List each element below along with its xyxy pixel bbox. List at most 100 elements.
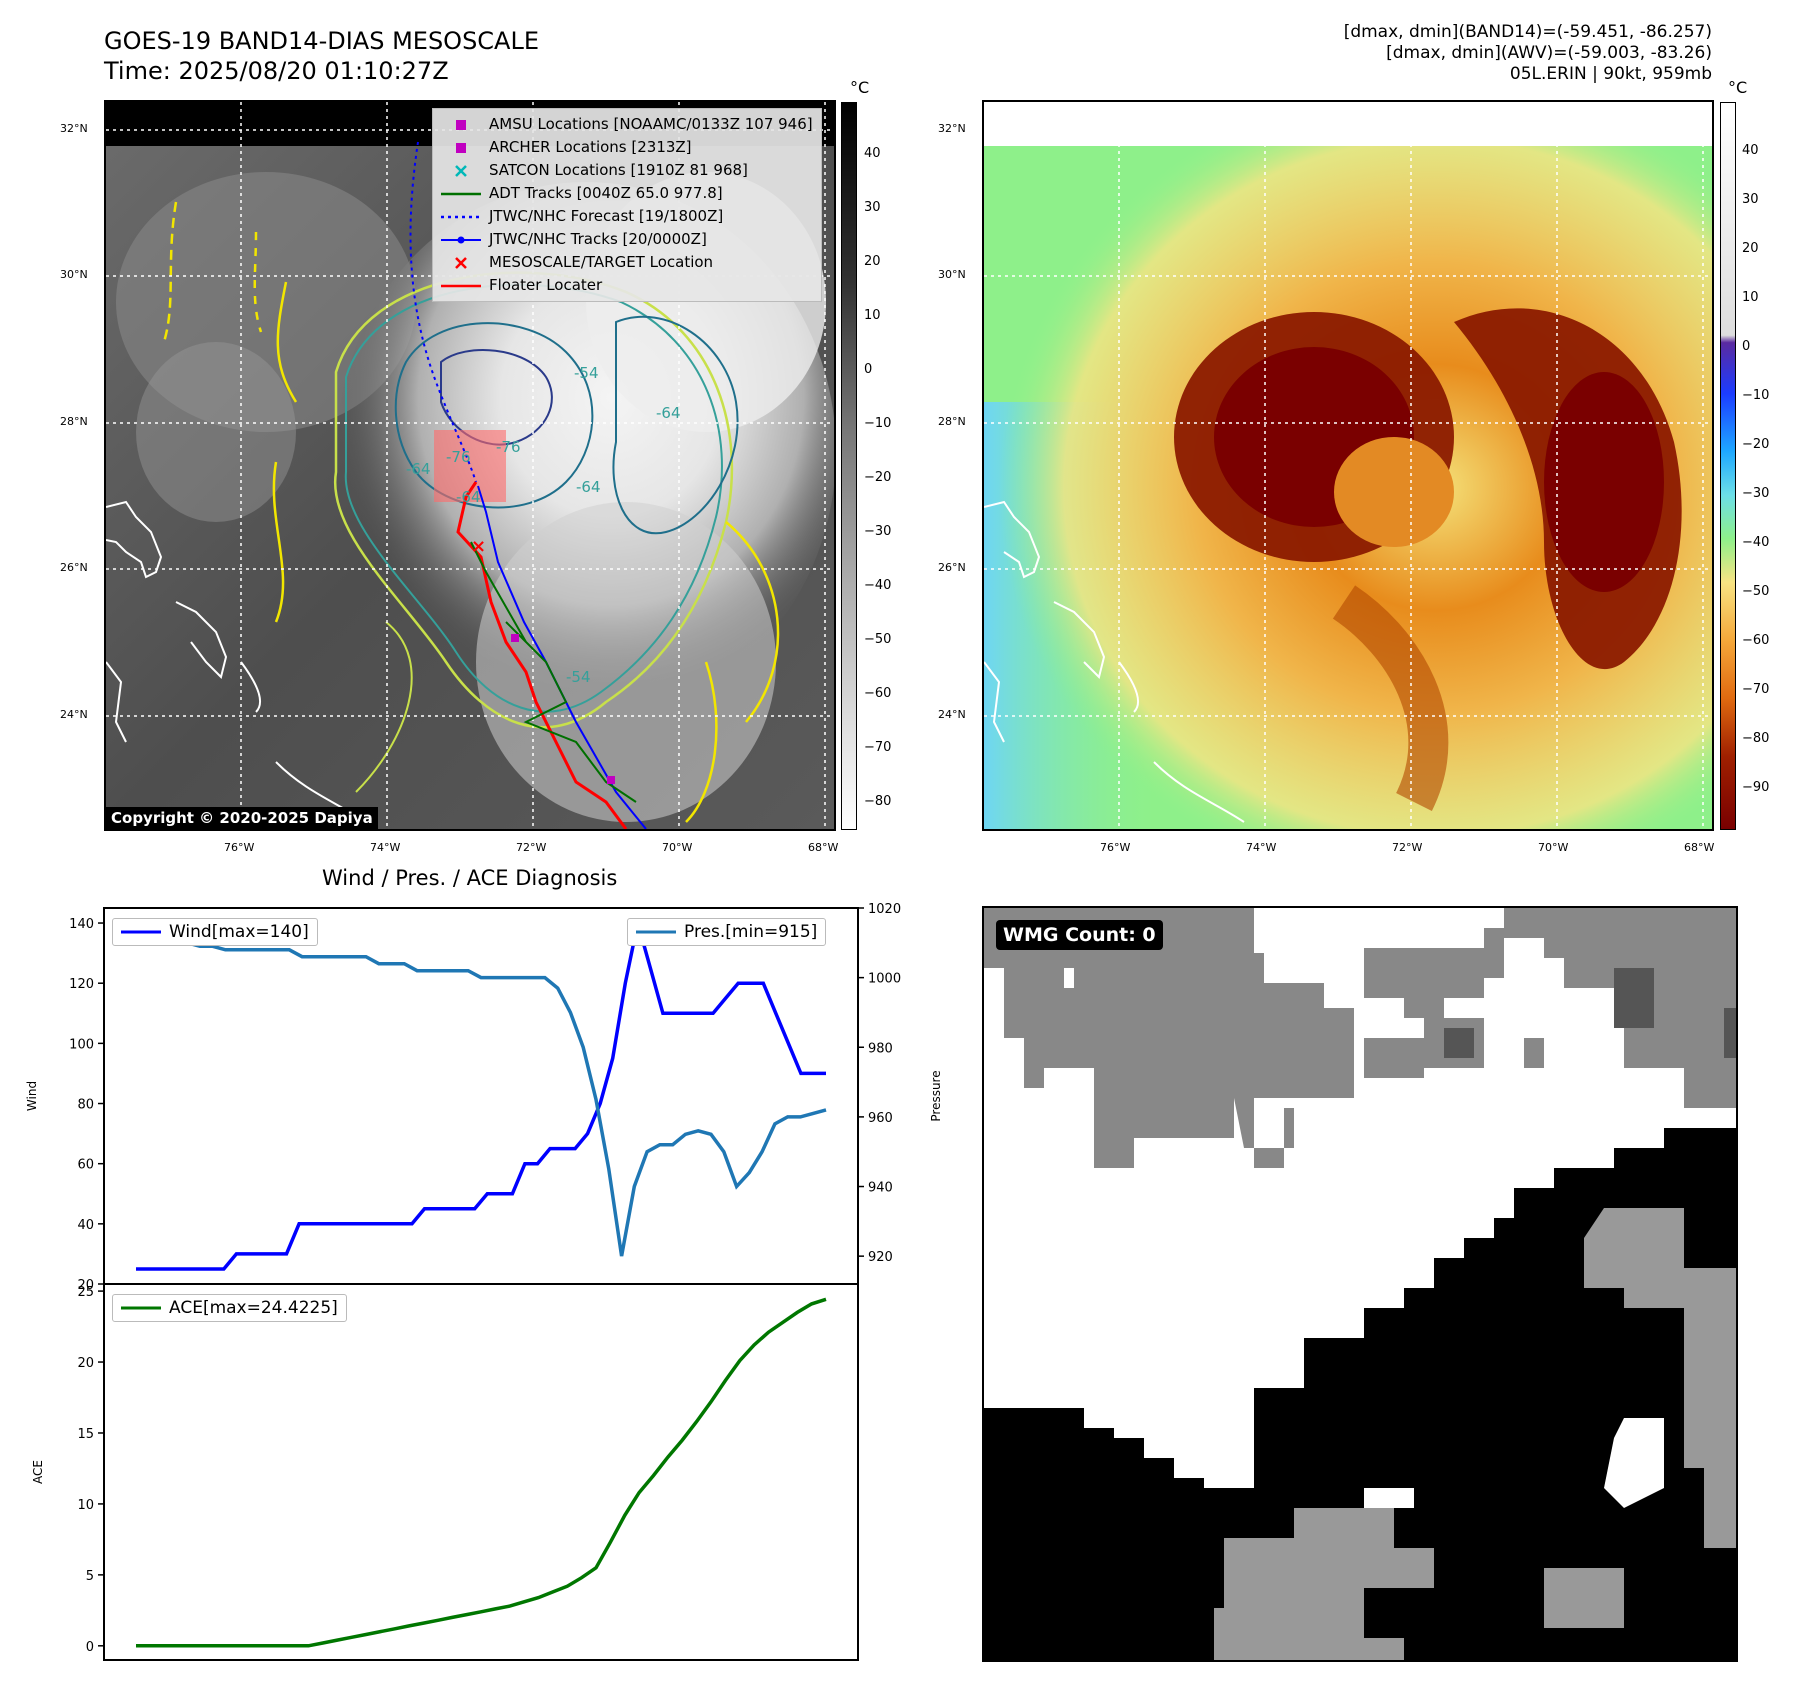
ace-series-line: [136, 1297, 827, 1648]
lon-label: 76°W: [1100, 841, 1131, 854]
floater-track: [456, 481, 628, 829]
svg-text:-64: -64: [406, 460, 431, 478]
wv-colorbar-unit: °C: [1728, 78, 1748, 97]
info-line-3: 05L.ERIN | 90kt, 959mb: [1509, 64, 1712, 84]
pressure-tick-label: 1000: [868, 972, 901, 987]
legend-item-adt: ADT Tracks [0040Z 65.0 977.8]: [441, 182, 813, 205]
square-marker-icon: [441, 117, 481, 133]
wind-tick-label: 140: [69, 917, 94, 932]
info-block: [dmax, dmin](BAND14)=(-59.451, -86.257) …: [1344, 22, 1712, 85]
lat-label: 28°N: [938, 415, 966, 428]
lat-label: 24°N: [60, 708, 88, 721]
pressure-tick-label: 980: [868, 1041, 893, 1056]
pressure-legend: Pres.[min=915]: [627, 918, 827, 946]
wind-pressure-frame: [103, 907, 859, 1285]
svg-text:-54: -54: [566, 668, 591, 686]
line-dot-icon: [441, 232, 481, 248]
lon-label: 70°W: [1538, 841, 1569, 854]
square-marker-icon: [441, 140, 481, 156]
lon-label: 76°W: [224, 841, 255, 854]
ace-tick-label: 0: [86, 1640, 94, 1655]
svg-text:-64: -64: [456, 488, 481, 506]
wind-tick-label: 100: [69, 1037, 94, 1052]
wmg-count-label: WMG Count: 0: [996, 920, 1163, 950]
lat-label: 32°N: [938, 122, 966, 135]
legend-item-archer: ARCHER Locations [2313Z]: [441, 136, 813, 159]
svg-text:-64: -64: [576, 478, 601, 496]
diagnosis-title: Wind / Pres. / ACE Diagnosis: [322, 866, 618, 890]
legend-item-nhc-tracks: JTWC/NHC Tracks [20/0000Z]: [441, 228, 813, 251]
adt-track: [470, 541, 637, 803]
wv-satellite-panel: [982, 100, 1714, 831]
lat-label: 28°N: [60, 415, 88, 428]
figure-title: GOES-19 BAND14-DIAS MESOSCALE Time: 2025…: [104, 26, 539, 86]
svg-text:-54: -54: [574, 364, 599, 382]
x-marker-icon: [441, 163, 481, 179]
wind-tick-label: 40: [77, 1218, 94, 1233]
lat-label: 26°N: [60, 561, 88, 574]
svg-text:×: ×: [471, 536, 486, 557]
title-line-2: Time: 2025/08/20 01:10:27Z: [104, 57, 449, 85]
ace-frame: [103, 1283, 859, 1661]
contour-labels: -54 -64 -64 -64 -76 -76 -64 -54: [406, 364, 681, 686]
copyright-notice: Copyright © 2020-2025 Dapiya: [106, 807, 378, 829]
wind-legend: Wind[max=140]: [112, 918, 318, 946]
lat-label: 30°N: [60, 268, 88, 281]
lon-label: 72°W: [1392, 841, 1423, 854]
ace-tick-label: 20: [77, 1356, 94, 1371]
wind-tick-label: 80: [77, 1098, 94, 1113]
ace-tick-label: 10: [77, 1498, 94, 1513]
wind-tick-label: 60: [77, 1158, 94, 1173]
pressure-axis-label: Pressure: [929, 1070, 940, 1121]
pressure-tick-label: 960: [868, 1111, 893, 1126]
wind-series-line: [136, 922, 826, 1271]
ace-chart: 25 20 15 10 5 0 ACE: [31, 1283, 859, 1661]
line-marker-icon: [441, 186, 481, 202]
ace-legend: ACE[max=24.4225]: [112, 1294, 347, 1322]
dotted-line-icon: [441, 209, 481, 225]
pressure-tick-label: 920: [868, 1250, 893, 1265]
legend-item-satcon: SATCON Locations [1910Z 81 968]: [441, 159, 813, 182]
pressure-tick-label: 940: [868, 1181, 893, 1196]
ace-line-icon: [121, 1306, 161, 1310]
pressure-series-line: [136, 920, 827, 1257]
ir-colorbar: [841, 102, 857, 830]
lon-label: 68°W: [1684, 841, 1715, 854]
forecast-track: [409, 141, 477, 483]
info-line-1: [dmax, dmin](BAND14)=(-59.451, -86.257): [1343, 22, 1712, 42]
lon-label: 68°W: [808, 841, 839, 854]
ace-axis-label: ACE: [31, 1460, 45, 1484]
ace-tick-label: 25: [77, 1285, 94, 1300]
lon-label: 74°W: [1246, 841, 1277, 854]
svg-text:-64: -64: [656, 404, 681, 422]
wmg-image: [984, 908, 1736, 1660]
lat-label: 24°N: [938, 708, 966, 721]
wv-colorbar: [1720, 102, 1736, 830]
legend-item-target: MESOSCALE/TARGET Location: [441, 251, 813, 274]
diagnosis-charts: 1401201008060402010201000980960940920Win…: [25, 902, 940, 1661]
legend-item-floater: Floater Locater: [441, 274, 813, 297]
svg-text:-76: -76: [446, 448, 471, 466]
info-line-2: [dmax, dmin](AWV)=(-59.003, -83.26): [1386, 43, 1712, 63]
ir-colorbar-unit: °C: [850, 78, 870, 97]
ir-satellite-panel: × -54 -64 -64 -64 -76 -76 -64 -54 AMSU L…: [104, 100, 836, 831]
lon-label: 70°W: [662, 841, 693, 854]
wind-tick-label: 20: [77, 1278, 94, 1293]
lat-label: 26°N: [938, 561, 966, 574]
ace-tick-label: 15: [77, 1427, 94, 1442]
wind-axis-label: Wind: [25, 1081, 39, 1111]
lon-label: 74°W: [370, 841, 401, 854]
lat-label: 32°N: [60, 122, 88, 135]
x-marker-icon: [441, 255, 481, 271]
lon-label: 72°W: [516, 841, 547, 854]
pressure-tick-label: 1020: [868, 902, 901, 917]
legend-item-amsu: AMSU Locations [NOAAMC/0133Z 107 946]: [441, 113, 813, 136]
ace-tick-label: 5: [86, 1569, 94, 1584]
wind-pressure-chart: 140 120 100 80 60 40 20 1020 1000 980 960 940 920 Win…: [25, 902, 940, 1293]
wv-satellite-image: [984, 102, 1712, 829]
wind-line-icon: [121, 930, 161, 934]
pressure-line-icon: [636, 930, 676, 934]
line-marker-icon: [441, 278, 481, 294]
legend-item-forecast: JTWC/NHC Forecast [19/1800Z]: [441, 205, 813, 228]
wind-tick-label: 120: [69, 977, 94, 992]
